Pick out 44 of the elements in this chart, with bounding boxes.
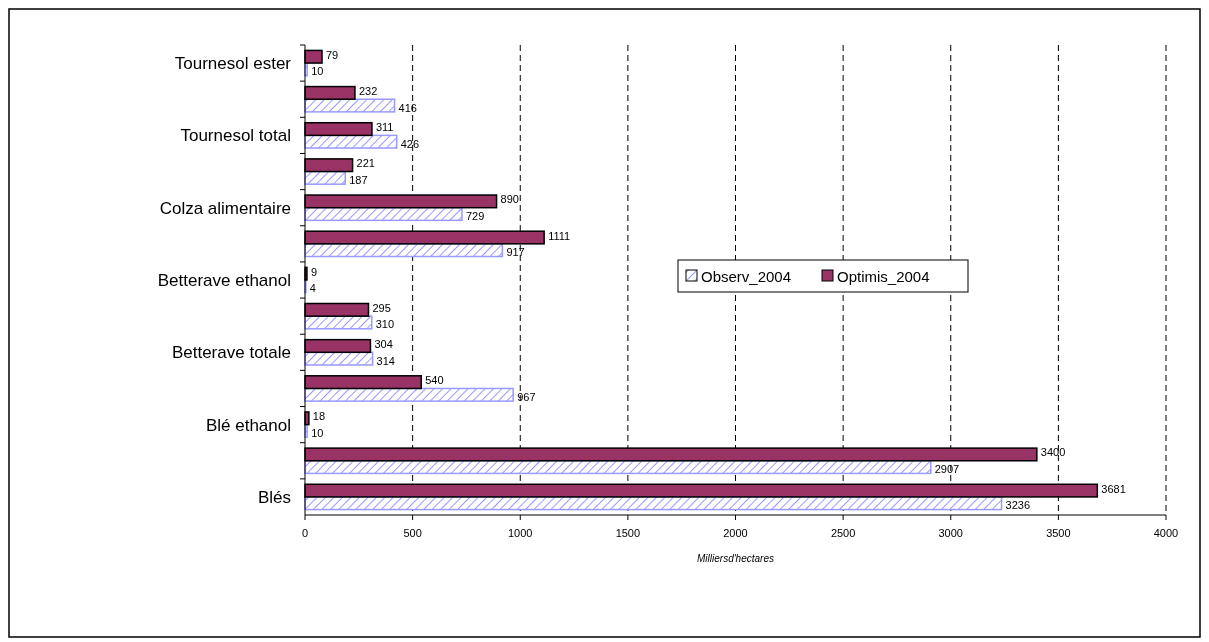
data-label: 1111: [548, 229, 571, 242]
data-label: 3400: [1040, 446, 1066, 459]
y-tick-label: Blé ethanol: [205, 415, 291, 435]
data-label: 917: [506, 246, 525, 259]
x-tick-label: 0: [301, 527, 309, 539]
data-label: 221: [356, 157, 375, 170]
data-label: 304: [374, 337, 393, 350]
data-label: 18: [312, 410, 326, 423]
y-tick-label: Colza alimentaire: [159, 198, 291, 218]
data-label: 10: [311, 65, 324, 78]
x-tick-label: 3000: [938, 527, 963, 539]
x-tick-label: 2000: [723, 527, 748, 539]
data-label: 729: [465, 210, 485, 223]
data-label: 3681: [1101, 482, 1126, 495]
data-label: 187: [349, 173, 368, 186]
x-tick-label: 1000: [508, 527, 533, 539]
data-label: 79: [326, 48, 339, 61]
y-tick-label: Tournesol total: [180, 126, 291, 146]
data-label: 967: [517, 390, 536, 403]
legend-label: Optimis_2004: [837, 268, 930, 285]
data-label: 311: [375, 121, 394, 134]
data-label: 426: [400, 137, 420, 150]
data-label: 9: [310, 265, 318, 278]
data-label: 310: [375, 318, 395, 331]
x-tick-label: 1500: [615, 527, 641, 539]
y-tick-label: Betterave totale: [171, 343, 291, 363]
data-label: 295: [372, 301, 391, 314]
y-tick-label: Tournesol ester: [174, 54, 292, 74]
data-label: 3236: [1005, 499, 1031, 512]
x-tick-label: 3500: [1046, 527, 1071, 539]
data-label: 890: [500, 193, 519, 206]
y-tick-label: Blés: [257, 487, 291, 507]
x-tick-label: 500: [403, 527, 422, 539]
x-tick-label: 2500: [830, 527, 856, 539]
legend-label: Observ_2004: [701, 268, 792, 285]
data-label: 2907: [934, 463, 960, 476]
data-label: 232: [358, 84, 378, 97]
data-label: 4: [309, 282, 316, 295]
data-label: 314: [376, 354, 395, 367]
data-label: 10: [311, 426, 324, 439]
x-axis-title: Milliersd'hectares: [697, 553, 774, 564]
y-tick-label: Betterave ethanol: [157, 271, 291, 290]
data-label: 540: [425, 374, 444, 387]
x-tick-label: 4000: [1153, 527, 1179, 539]
